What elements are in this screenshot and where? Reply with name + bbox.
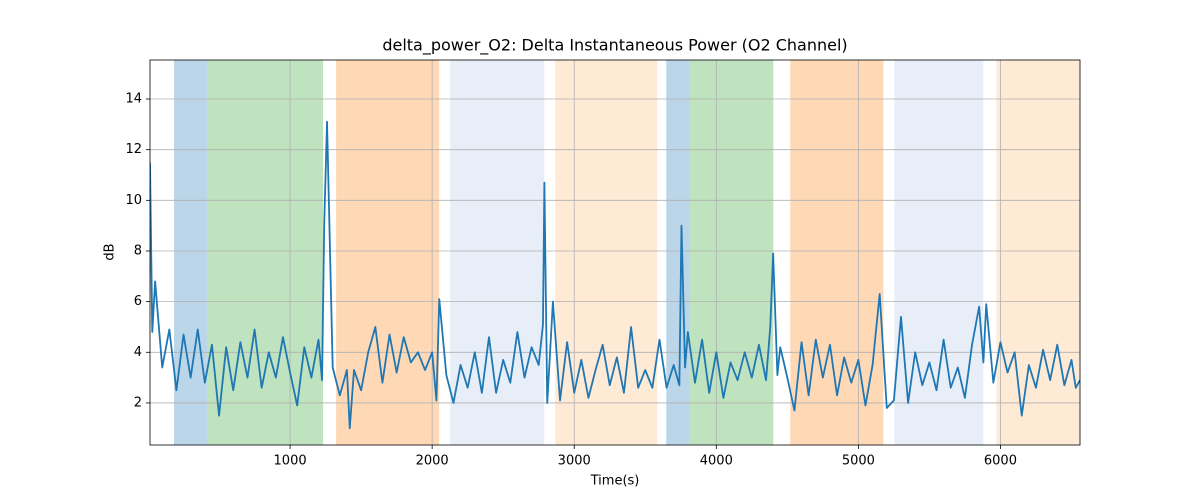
x-tick-label: 2000	[416, 454, 449, 469]
y-tick-label: 10	[125, 193, 142, 208]
y-axis-label: dB	[103, 243, 118, 260]
y-tick-label: 6	[134, 294, 142, 309]
x-tick-label: 6000	[984, 454, 1017, 469]
x-axis-label: Time(s)	[590, 474, 640, 489]
span	[336, 60, 440, 445]
y-tick-label: 8	[134, 243, 142, 258]
data-line	[150, 120, 1080, 430]
span	[894, 60, 984, 445]
span	[555, 60, 658, 445]
span	[206, 60, 324, 445]
y-tick-label: 4	[134, 345, 142, 360]
chart-title: delta_power_O2: Delta Instantaneous Powe…	[382, 36, 847, 56]
x-tick-label: 3000	[558, 454, 591, 469]
plot-frame	[149, 59, 1081, 446]
span	[689, 60, 774, 445]
span	[174, 60, 207, 445]
span	[996, 60, 1080, 445]
grid	[150, 60, 1080, 445]
y-tick-label: 14	[125, 92, 142, 107]
span	[666, 60, 690, 445]
x-tick-label: 4000	[700, 454, 733, 469]
spans	[174, 60, 1080, 445]
y-tick-label: 2	[134, 395, 142, 410]
lines	[150, 120, 1080, 430]
y-tick-label: 12	[125, 142, 142, 157]
x-tick-label: 1000	[274, 454, 307, 469]
x-tick-label: 5000	[842, 454, 875, 469]
